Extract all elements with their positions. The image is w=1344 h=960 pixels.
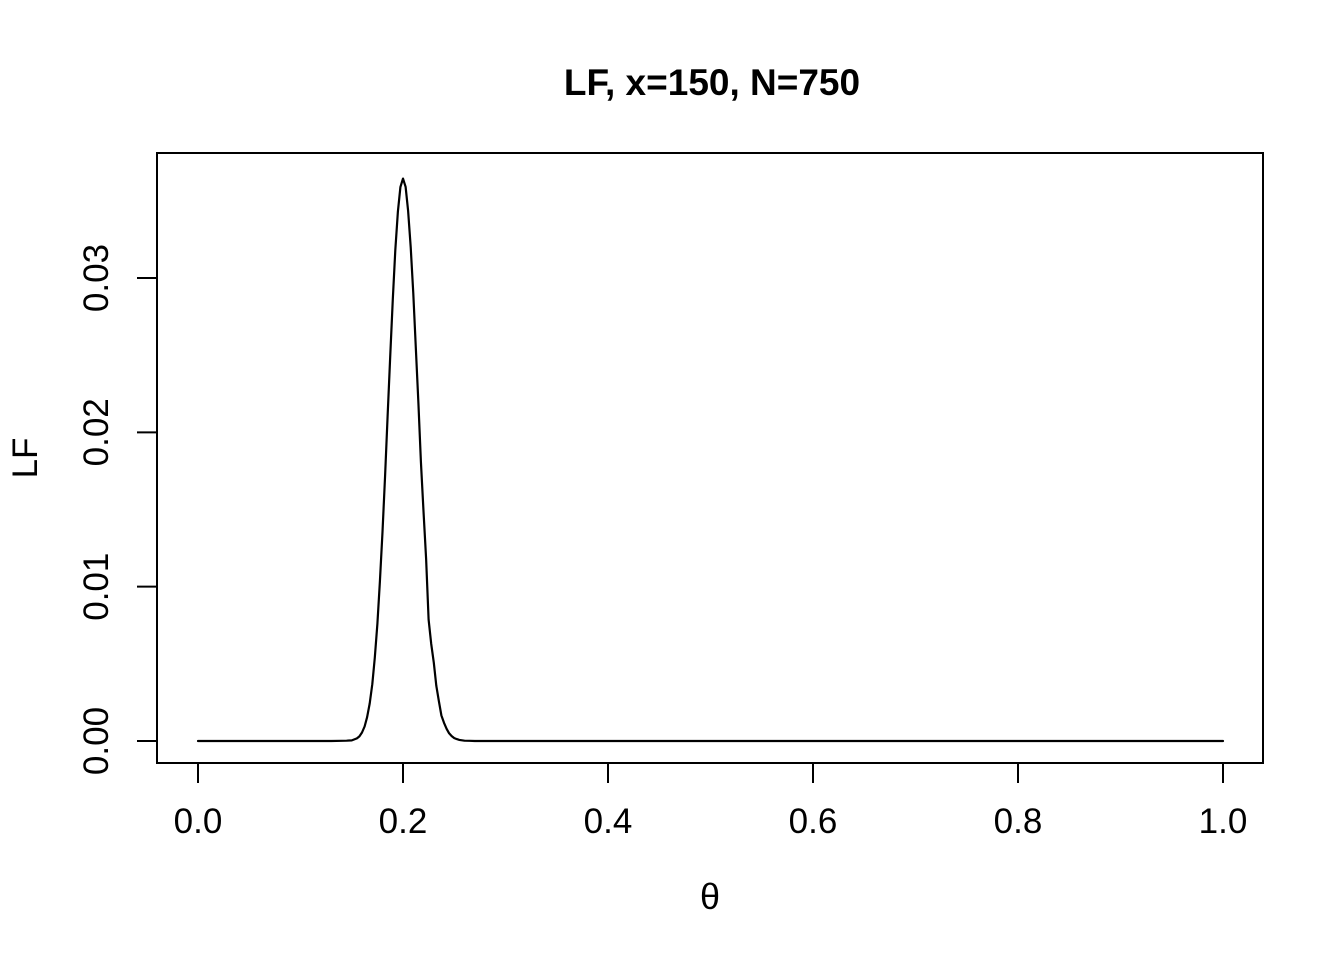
x-axis: 0.0 0.2 0.4 0.6 0.8 1.0 — [174, 763, 1248, 841]
y-tick-label: 0.01 — [77, 553, 116, 621]
x-tick-label: 0.6 — [789, 802, 838, 841]
y-tick-label: 0.00 — [77, 707, 116, 775]
chart-title: LF, x=150, N=750 — [564, 62, 860, 103]
x-tick-label: 0.2 — [379, 802, 428, 841]
plot-border-box — [156, 152, 1264, 764]
y-axis-label: LF — [6, 438, 45, 479]
x-tick-label: 0.0 — [174, 802, 223, 841]
x-tick-label: 0.8 — [994, 802, 1043, 841]
y-tick-label: 0.02 — [77, 398, 116, 466]
x-axis-label: θ — [700, 876, 720, 917]
x-tick-label: 0.4 — [584, 802, 633, 841]
x-tick-label: 1.0 — [1199, 802, 1248, 841]
likelihood-curve — [196, 177, 1225, 743]
y-axis: 0.00 0.01 0.02 0.03 — [77, 244, 157, 775]
y-tick-label: 0.03 — [77, 244, 116, 312]
